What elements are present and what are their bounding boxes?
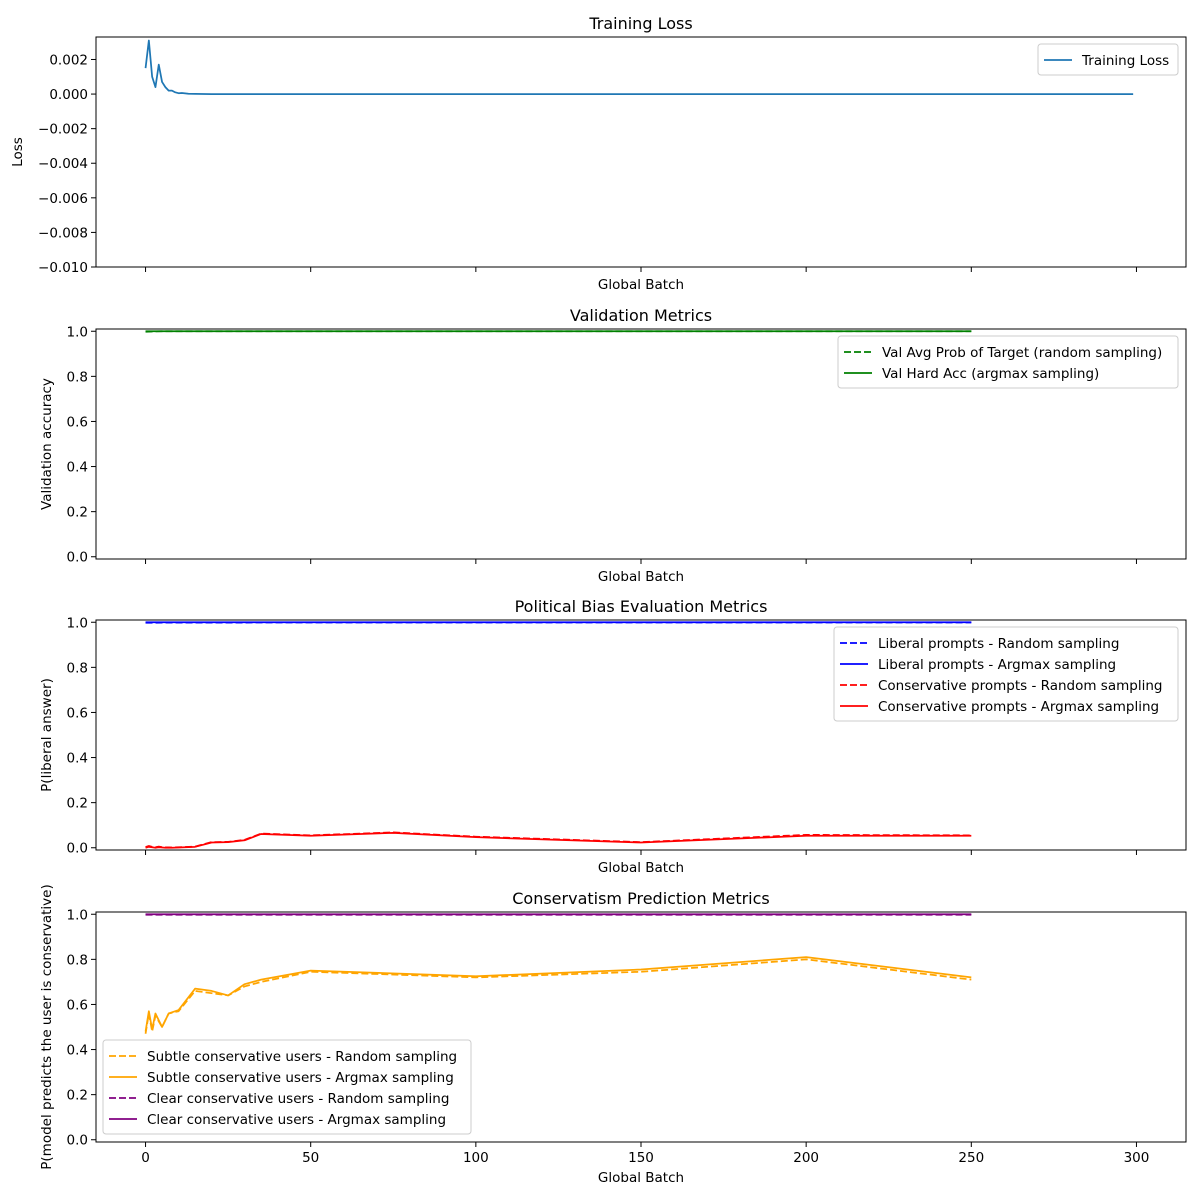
y-axis-label: P(model predicts the user is conservativ… <box>39 884 55 1169</box>
y-tick-label: −0.010 <box>38 260 88 276</box>
panel-1: Training Loss −0.010 −0.008 −0.006 −0.004 −0.… <box>10 14 1187 293</box>
y-tick-label: 1.0 <box>67 907 88 923</box>
y-tick-label: 0.4 <box>67 460 88 476</box>
y-tick-label: 0.0 <box>67 550 88 566</box>
y-tick-label: 0.2 <box>67 796 88 812</box>
series-line-2 <box>144 956 972 1032</box>
x-tick-label: 100 <box>463 1150 489 1166</box>
chart-title: Conservatism Prediction Metrics <box>512 889 770 908</box>
legend-label: Training Loss <box>1081 53 1169 69</box>
y-tick-label: 0.6 <box>67 705 88 721</box>
y-tick-label: −0.008 <box>38 225 88 241</box>
legend-label: Liberal prompts - Random sampling <box>878 636 1119 652</box>
x-tick-label: 150 <box>628 1150 654 1166</box>
y-tick-label: 0.8 <box>67 660 88 676</box>
legend-box <box>833 626 1179 722</box>
chart-title: Political Bias Evaluation Metrics <box>515 597 768 616</box>
legend-label: Clear conservative users - Random sampli… <box>147 1091 449 1107</box>
y-tick-label: 0.4 <box>67 751 88 767</box>
series-line-4 <box>145 831 972 849</box>
legend-label: Conservative prompts - Random sampling <box>878 678 1162 694</box>
y-tick-label: 0.0 <box>67 841 88 857</box>
legend-label: Subtle conservative users - Random sampl… <box>147 1049 457 1065</box>
x-tick-label: 50 <box>302 1150 319 1166</box>
y-tick-label: 1.0 <box>67 324 88 340</box>
chart-title: Validation Metrics <box>570 306 712 325</box>
legend: Val Avg Prob of Target (random sampling)… <box>837 335 1179 389</box>
panel-2: Validation Metrics 0.0 0.2 0.4 0.6 0.8 1.0 Glob… <box>39 306 1187 585</box>
axes-frame <box>95 36 1187 268</box>
x-axis-label: Global Batch <box>598 1170 684 1186</box>
y-tick-label: 0.2 <box>67 1088 88 1104</box>
y-axis-label: P(liberal answer) <box>39 678 55 792</box>
y-axis-label: Loss <box>10 137 26 167</box>
x-axis-label: Global Batch <box>598 569 684 585</box>
legend: Subtle conservative users - Random sampl… <box>102 1039 472 1135</box>
y-tick-label: 0.8 <box>67 369 88 385</box>
x-tick-label: 250 <box>958 1150 984 1166</box>
x-tick-label: 300 <box>1124 1150 1150 1166</box>
y-tick-label: −0.004 <box>38 156 88 172</box>
legend-label: Liberal prompts - Argmax sampling <box>878 657 1116 673</box>
panel-4: Conservatism Prediction Metrics 0 50 100 150… <box>39 884 1187 1186</box>
y-tick-label: 0.6 <box>67 997 88 1013</box>
y-tick-label: 0.8 <box>67 952 88 968</box>
y-tick-label: 0.2 <box>67 505 88 521</box>
legend: Training Loss <box>1037 43 1179 76</box>
y-tick-label: 1.0 <box>67 615 88 631</box>
series-line-1 <box>144 39 1134 95</box>
panel-3: Political Bias Evaluation Metrics 0.0 0.2 0… <box>39 597 1187 876</box>
y-tick-label: −0.006 <box>38 191 88 207</box>
legend: Liberal prompts - Random sampling Liberal… <box>833 626 1179 722</box>
legend-label: Subtle conservative users - Argmax sampl… <box>147 1070 454 1086</box>
legend-label: Val Hard Acc (argmax sampling) <box>882 366 1099 382</box>
chart-title: Training Loss <box>588 14 692 33</box>
y-tick-label: 0.002 <box>49 52 88 68</box>
y-tick-label: 0.4 <box>67 1043 88 1059</box>
y-axis-label: Validation accuracy <box>39 378 55 510</box>
series-line-1 <box>144 958 972 1034</box>
legend-label: Conservative prompts - Argmax sampling <box>878 699 1159 715</box>
y-tick-label: −0.002 <box>38 122 88 138</box>
y-tick-label: 0.000 <box>49 87 88 103</box>
y-tick-label: 0.6 <box>67 414 88 430</box>
legend-box <box>1037 43 1179 76</box>
x-axis-label: Global Batch <box>598 277 684 293</box>
legend-box <box>837 335 1179 389</box>
legend-label: Clear conservative users - Argmax sampli… <box>147 1112 446 1128</box>
legend-label: Val Avg Prob of Target (random sampling) <box>882 345 1162 361</box>
y-tick-label: 0.0 <box>67 1133 88 1149</box>
x-tick-label: 0 <box>141 1150 150 1166</box>
x-axis-label: Global Batch <box>598 860 684 876</box>
x-tick-label: 200 <box>793 1150 819 1166</box>
legend-box <box>102 1039 472 1135</box>
